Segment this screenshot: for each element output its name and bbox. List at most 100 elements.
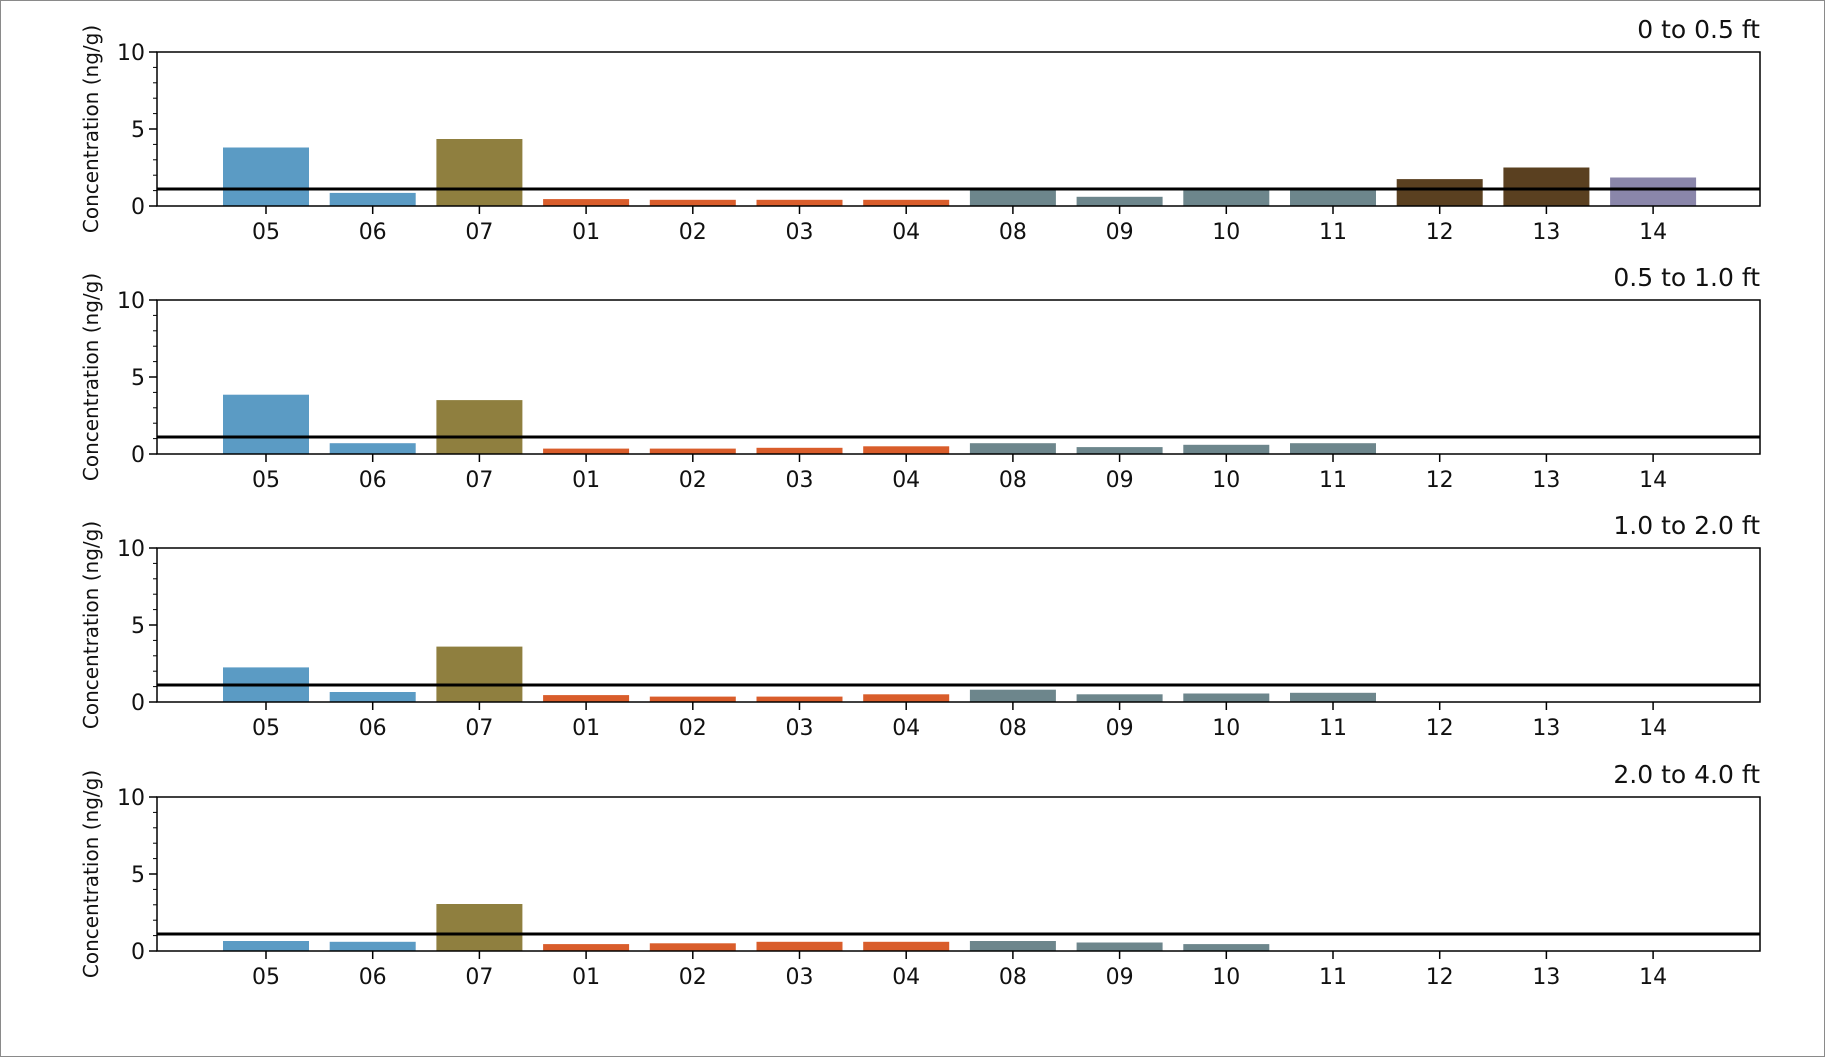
- bar-08: [969, 941, 1056, 951]
- y-axis-label: Concentration (ng/g): [79, 521, 103, 729]
- bar-07: [436, 139, 523, 206]
- bar-03: [756, 447, 843, 454]
- x-tick-label: 07: [465, 468, 493, 493]
- x-tick-label: 03: [786, 716, 814, 741]
- bar-02: [649, 696, 736, 702]
- bar-06: [329, 443, 416, 454]
- x-tick-label: 11: [1319, 965, 1347, 990]
- bar-05: [223, 941, 309, 951]
- x-tick-label: 10: [1212, 716, 1240, 741]
- x-tick-label: 08: [999, 220, 1027, 245]
- x-tick-label: 13: [1532, 965, 1560, 990]
- x-tick-label: 02: [679, 220, 707, 245]
- bar-10: [1183, 189, 1270, 206]
- bar-06: [329, 941, 416, 951]
- x-tick-label: 09: [1106, 965, 1134, 990]
- panel-title: 0 to 0.5 ft: [1637, 15, 1760, 44]
- x-tick-label: 01: [572, 468, 600, 493]
- x-tick-label: 03: [786, 468, 814, 493]
- bar-12: [1396, 179, 1483, 206]
- bar-01: [543, 695, 630, 702]
- y-axis-label: Concentration (ng/g): [79, 770, 103, 978]
- bar-09: [1076, 196, 1163, 206]
- x-tick-label: 06: [359, 716, 387, 741]
- panel-title: 2.0 to 4.0 ft: [1613, 760, 1760, 789]
- x-tick-label: 07: [465, 965, 493, 990]
- bar-07: [436, 400, 523, 454]
- bar-11: [1290, 189, 1376, 206]
- bar-08: [969, 443, 1056, 454]
- bar-04: [863, 941, 950, 951]
- bar-01: [543, 448, 630, 454]
- bar-08: [969, 689, 1056, 702]
- bar-10: [1183, 693, 1270, 702]
- x-tick-label: 10: [1212, 220, 1240, 245]
- y-tick-label: 10: [117, 289, 145, 314]
- x-tick-label: 12: [1426, 220, 1454, 245]
- x-tick-label: 04: [892, 965, 920, 990]
- plot-frame: [156, 796, 1761, 952]
- x-tick-label: 12: [1426, 468, 1454, 493]
- x-tick-label: 08: [999, 716, 1027, 741]
- bar-06: [329, 692, 416, 702]
- x-tick-label: 08: [999, 965, 1027, 990]
- x-tick-label: 08: [999, 468, 1027, 493]
- x-tick-label: 02: [679, 716, 707, 741]
- x-tick-label: 03: [786, 220, 814, 245]
- bar-02: [649, 448, 736, 454]
- y-axis-label: Concentration (ng/g): [79, 25, 103, 233]
- plot-frame: [156, 547, 1761, 703]
- y-axis-label: Concentration (ng/g): [79, 273, 103, 481]
- bar-02: [649, 943, 736, 951]
- y-tick-label: 5: [131, 614, 145, 639]
- bar-01: [543, 199, 630, 206]
- x-tick-label: 13: [1532, 468, 1560, 493]
- x-tick-label: 11: [1319, 220, 1347, 245]
- bar-14: [1610, 177, 1697, 206]
- x-tick-label: 01: [572, 220, 600, 245]
- x-tick-label: 12: [1426, 965, 1454, 990]
- bar-03: [756, 941, 843, 951]
- x-tick-label: 14: [1639, 220, 1667, 245]
- y-tick-label: 5: [131, 118, 145, 143]
- x-tick-label: 07: [465, 716, 493, 741]
- x-tick-label: 13: [1532, 220, 1560, 245]
- bar-03: [756, 199, 843, 206]
- bar-09: [1076, 447, 1163, 454]
- x-tick-label: 01: [572, 965, 600, 990]
- bar-06: [329, 192, 416, 206]
- x-tick-label: 03: [786, 965, 814, 990]
- x-tick-label: 04: [892, 468, 920, 493]
- x-tick-label: 10: [1212, 965, 1240, 990]
- x-tick-label: 05: [252, 965, 280, 990]
- bar-04: [863, 199, 950, 206]
- x-tick-label: 06: [359, 220, 387, 245]
- bar-05: [223, 394, 309, 454]
- x-tick-label: 14: [1639, 716, 1667, 741]
- x-tick-label: 05: [252, 468, 280, 493]
- y-tick-label: 0: [131, 195, 145, 220]
- x-tick-label: 09: [1106, 716, 1134, 741]
- bar-08: [969, 189, 1056, 206]
- bar-11: [1290, 692, 1376, 702]
- x-tick-label: 13: [1532, 716, 1560, 741]
- x-tick-label: 09: [1106, 220, 1134, 245]
- bar-10: [1183, 944, 1270, 951]
- bar-10: [1183, 444, 1270, 454]
- y-tick-label: 10: [117, 537, 145, 562]
- bar-11: [1290, 443, 1376, 454]
- bar-04: [863, 446, 950, 454]
- x-tick-label: 10: [1212, 468, 1240, 493]
- bar-01: [543, 944, 630, 951]
- x-tick-label: 09: [1106, 468, 1134, 493]
- bar-07: [436, 904, 523, 951]
- x-tick-label: 06: [359, 468, 387, 493]
- x-tick-label: 11: [1319, 716, 1347, 741]
- plot-frame: [156, 299, 1761, 455]
- bar-09: [1076, 942, 1163, 951]
- panel-title: 0.5 to 1.0 ft: [1613, 263, 1760, 292]
- y-tick-label: 5: [131, 366, 145, 391]
- y-tick-label: 5: [131, 863, 145, 888]
- x-tick-label: 12: [1426, 716, 1454, 741]
